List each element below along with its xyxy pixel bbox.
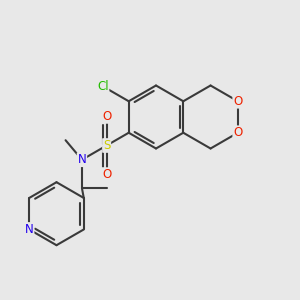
Text: O: O	[102, 168, 111, 181]
Text: S: S	[103, 139, 110, 152]
Text: O: O	[233, 95, 242, 108]
Text: Cl: Cl	[97, 80, 109, 93]
Text: N: N	[78, 153, 86, 166]
Text: O: O	[233, 126, 242, 139]
Text: O: O	[102, 110, 111, 123]
Text: N: N	[25, 223, 34, 236]
